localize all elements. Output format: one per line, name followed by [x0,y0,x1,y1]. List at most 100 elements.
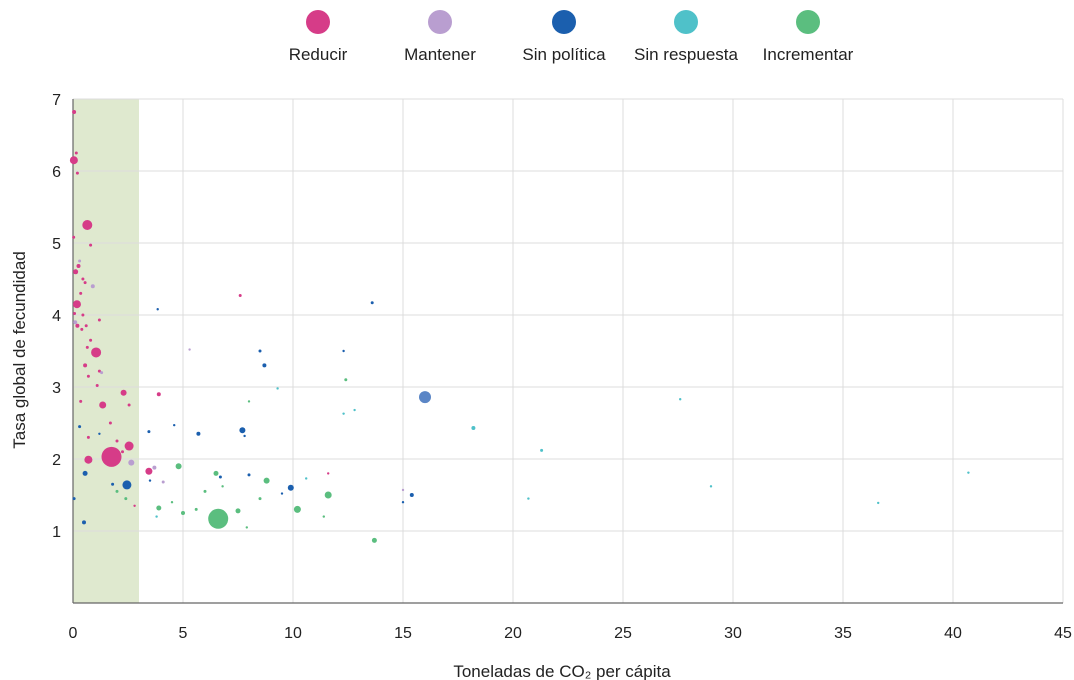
data-point [419,391,431,404]
data-point [276,387,279,390]
x-tick-label: 40 [944,625,962,642]
data-point [133,504,136,507]
data-point [72,497,76,501]
data-point [124,497,128,501]
data-point [208,508,229,529]
data-point [78,425,82,429]
data-point [78,259,82,263]
data-point [89,243,93,247]
data-point [69,156,78,165]
data-point [877,501,880,505]
y-tick-label: 7 [52,92,61,109]
data-point [86,374,90,378]
data-point [293,505,301,513]
data-point [327,472,330,475]
data-point [155,515,158,518]
data-point [73,320,78,325]
data-point [100,371,104,375]
data-point [263,477,270,484]
data-point [73,269,79,275]
data-point [75,323,80,328]
data-point [89,338,93,342]
legend-marker [674,10,698,34]
data-point [213,470,219,476]
x-tick-label: 5 [179,625,188,642]
data-point [401,488,405,492]
data-point [967,471,970,474]
data-point [97,369,101,373]
data-point [72,109,77,114]
data-point [679,398,682,401]
legend-label: Reducir [289,45,348,64]
data-point [90,284,95,289]
data-point [218,475,222,479]
data-point [122,480,132,490]
data-point [83,281,87,285]
data-point [181,511,185,515]
data-point [101,446,122,467]
data-point [342,349,345,353]
x-tick-label: 20 [504,625,522,642]
data-point [247,473,251,477]
data-point [247,400,251,403]
data-point [280,492,284,495]
data-point [81,277,85,281]
grid-layer [73,98,1064,603]
data-point [170,501,174,504]
legend-label: Mantener [404,45,476,64]
data-point [371,537,377,543]
data-point [471,426,476,431]
y-axis-title: Tasa global de fecundidad [10,251,29,449]
data-point [108,421,112,425]
x-tick-label: 30 [724,625,742,642]
data-point [99,401,107,409]
data-point [72,300,81,309]
data-point [73,312,77,316]
data-point [540,448,544,452]
data-point [86,435,90,439]
data-point [121,450,124,454]
legend-marker [306,10,330,34]
data-point [235,508,241,514]
data-point [111,482,115,486]
data-point [324,491,332,499]
data-point [203,489,207,493]
y-tick-label: 4 [52,308,61,325]
data-point [409,493,414,497]
x-tick-label: 15 [394,625,412,642]
data-point [258,497,262,501]
data-point [243,434,246,438]
data-point [127,403,131,407]
data-point [527,497,530,500]
legend-marker [552,10,576,34]
legend: Reducir Mantener Sin política Sin respuesta… [289,10,854,64]
data-point [148,479,152,482]
data-point [709,485,713,488]
x-tick-label: 35 [834,625,852,642]
data-point [84,324,88,328]
data-point [238,294,242,298]
data-point [245,526,248,529]
data-point [124,441,134,451]
data-point [287,484,294,491]
x-tick-label: 0 [69,625,78,642]
data-point [79,399,83,403]
data-point [81,313,85,317]
data-point [115,439,119,443]
data-point [156,505,162,511]
data-point [128,459,135,466]
highlight-band-layer [73,99,139,603]
data-point [305,477,308,480]
highlight-band [73,99,139,603]
legend-label: Incrementar [763,45,854,64]
data-point [173,423,176,427]
y-tick-label: 2 [52,452,61,469]
data-point [344,378,348,382]
data-point [82,520,86,525]
data-point [370,301,374,305]
data-point [194,507,198,511]
data-point [80,327,84,331]
data-point [152,465,157,470]
